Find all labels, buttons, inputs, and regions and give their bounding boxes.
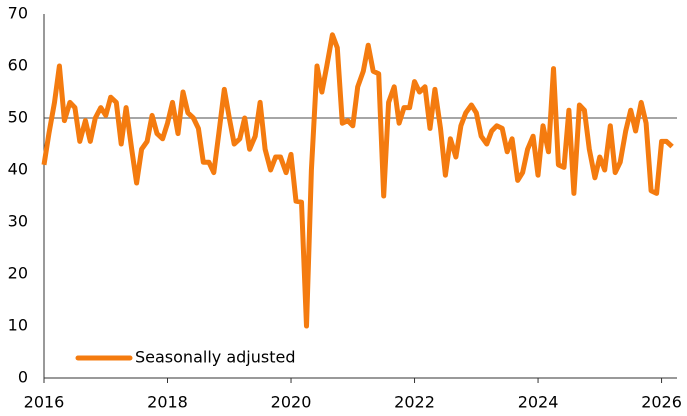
y-tick-label: 50: [8, 108, 28, 127]
x-tick-label: 2026: [641, 393, 682, 412]
y-tick-label: 40: [8, 160, 28, 179]
y-tick-label: 70: [8, 4, 28, 23]
y-tick-label: 60: [8, 56, 28, 75]
y-tick-label: 10: [8, 316, 28, 335]
y-tick-label: 0: [18, 368, 28, 387]
x-tick-label: 2018: [147, 393, 188, 412]
y-tick-label: 30: [8, 212, 28, 231]
legend-label: Seasonally adjusted: [135, 348, 295, 367]
line-series: [41, 32, 674, 329]
x-tick-label: 2022: [394, 393, 435, 412]
y-tick-label: 20: [8, 264, 28, 283]
x-tick-label: 2016: [24, 393, 65, 412]
x-tick-label: 2020: [271, 393, 312, 412]
x-tick-label: 2024: [518, 393, 559, 412]
